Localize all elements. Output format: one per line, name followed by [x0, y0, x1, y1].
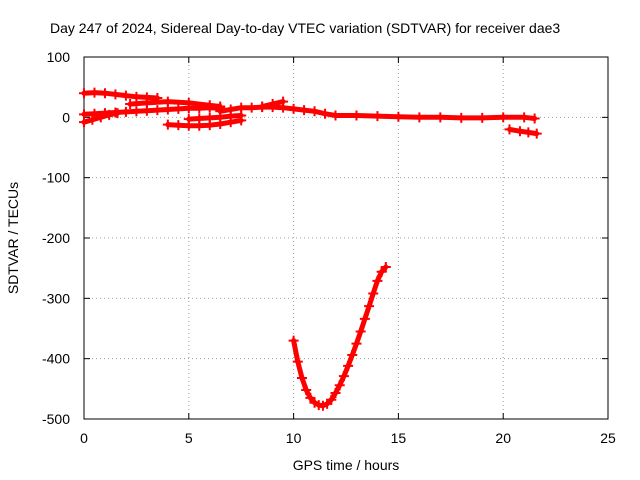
chart-title: Day 247 of 2024, Sidereal Day-to-day VTE… — [50, 20, 560, 36]
data-point — [351, 110, 362, 121]
data-point — [162, 96, 173, 107]
data-point — [215, 106, 226, 117]
x-tick-label: 5 — [185, 430, 193, 446]
data-point — [194, 113, 205, 124]
data-point — [320, 108, 331, 119]
data-point — [364, 301, 375, 312]
data-point — [296, 372, 307, 383]
data-point — [79, 117, 89, 128]
data-point — [125, 99, 136, 110]
data-point — [338, 371, 349, 382]
data-point — [257, 101, 268, 112]
data-point — [141, 97, 152, 108]
data-point — [246, 102, 257, 113]
data-point — [110, 89, 121, 100]
data-point — [173, 103, 184, 114]
data-point — [504, 124, 515, 135]
y-tick-label: 100 — [47, 49, 71, 65]
data-point — [120, 90, 131, 101]
data-point — [89, 87, 100, 98]
data-point — [162, 119, 173, 130]
data-point — [299, 105, 310, 116]
data-point — [204, 112, 215, 123]
data-point — [435, 112, 446, 123]
data-point — [236, 102, 247, 113]
data-point — [514, 126, 525, 137]
data-point — [529, 113, 540, 124]
data-point — [326, 394, 337, 405]
data-point — [330, 388, 341, 399]
data-point — [393, 111, 404, 122]
data-point — [477, 112, 488, 123]
data-point — [225, 104, 236, 115]
x-tick-label: 15 — [391, 430, 407, 446]
data-point — [372, 275, 383, 286]
data-point — [131, 106, 142, 117]
x-tick-label: 20 — [495, 430, 511, 446]
data-point — [95, 112, 106, 123]
data-point — [288, 103, 299, 114]
data-point — [372, 111, 383, 122]
data-point — [359, 313, 370, 324]
data-point — [183, 114, 194, 125]
data-point — [267, 99, 278, 110]
data-point — [173, 120, 184, 131]
data-point — [152, 105, 163, 116]
data-point — [351, 338, 362, 349]
data-point — [347, 350, 358, 361]
data-point — [204, 100, 215, 111]
data-point — [288, 335, 299, 346]
data-point — [112, 108, 123, 119]
data-point — [87, 114, 98, 125]
series-line-track-7 — [217, 104, 538, 121]
data-point — [380, 261, 391, 272]
data-point — [343, 360, 354, 371]
x-tick-label: 10 — [286, 430, 302, 446]
data-point — [278, 96, 289, 107]
y-tick-label: 0 — [62, 109, 70, 125]
x-tick-label: 25 — [600, 430, 616, 446]
data-point — [99, 88, 110, 99]
axis-ticks: 0 5 10 15 20 25 -500 -400 -300 -200 -100 0 100 — [42, 49, 616, 446]
y-axis-label: SDTVAR / TECUs — [5, 182, 21, 294]
data-point — [120, 106, 131, 117]
data-point — [104, 109, 115, 120]
data-point — [531, 128, 542, 139]
data-point — [330, 110, 341, 121]
x-axis-label: GPS time / hours — [293, 457, 400, 473]
y-tick-label: -200 — [42, 230, 70, 246]
data-point — [355, 326, 366, 337]
data-point — [519, 112, 530, 123]
data-point — [456, 112, 467, 123]
data-point — [414, 112, 425, 123]
data-point — [131, 91, 142, 102]
data-point — [79, 88, 89, 99]
data-point — [334, 380, 345, 391]
x-tick-label: 0 — [80, 430, 88, 446]
y-tick-label: -400 — [42, 351, 70, 367]
data-point — [309, 106, 320, 117]
data-point — [183, 97, 194, 108]
data-point — [368, 288, 379, 299]
y-tick-label: -100 — [42, 170, 70, 186]
data-point — [523, 127, 534, 138]
data-point — [498, 112, 509, 123]
data-marks — [79, 87, 542, 411]
y-tick-label: -300 — [42, 290, 70, 306]
data-point — [292, 356, 303, 367]
data-point — [301, 385, 312, 396]
y-tick-label: -500 — [42, 411, 70, 427]
